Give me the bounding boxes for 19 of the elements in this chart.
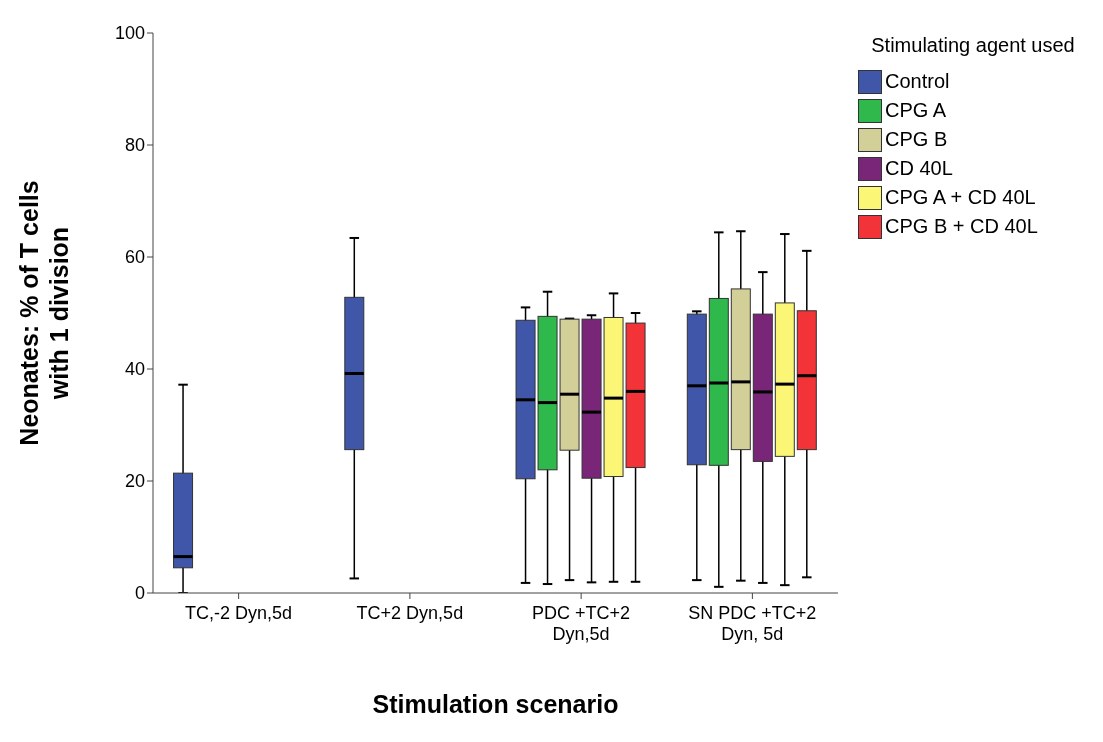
legend-label: Control	[885, 70, 950, 93]
y-tick-label: 20	[124, 471, 145, 492]
legend-label: CPG A + CD 40L	[885, 186, 1036, 209]
legend-label: CD 40L	[885, 157, 953, 180]
y-axis-title: Neonates: % of T cells with 1 division	[15, 180, 73, 446]
y-tick-label: 80	[124, 135, 145, 156]
x-tick-label: SN PDC +TC+2 Dyn, 5d	[688, 603, 817, 644]
legend-label: CPG B + CD 40L	[885, 215, 1038, 238]
y-tick-label: 60	[124, 247, 145, 268]
x-axis-title: Stimulation scenario	[372, 690, 619, 718]
legend-label: CPG A	[885, 99, 947, 122]
y-tick-label: 100	[114, 23, 145, 44]
y-tick-label: 0	[134, 583, 145, 604]
legend-label: CPG B	[885, 128, 948, 151]
x-tick-label: TC+2 Dyn,5d	[356, 603, 464, 623]
y-tick-label: 40	[124, 359, 145, 380]
x-tick-label: TC,-2 Dyn,5d	[185, 603, 293, 623]
legend-title: Stimulating agent used	[870, 33, 1076, 57]
x-tick-label: PDC +TC+2 Dyn,5d	[532, 603, 631, 644]
